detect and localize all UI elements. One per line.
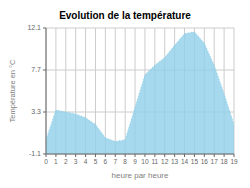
svg-text:12: 12: [161, 158, 169, 165]
svg-text:6: 6: [104, 158, 108, 165]
svg-text:heure par heure: heure par heure: [112, 171, 169, 180]
svg-text:16: 16: [201, 158, 209, 165]
svg-text:7.7: 7.7: [31, 66, 41, 73]
svg-text:18: 18: [220, 158, 228, 165]
svg-text:13: 13: [171, 158, 179, 165]
svg-text:1: 1: [54, 158, 58, 165]
svg-text:-1.1: -1.1: [29, 150, 41, 157]
svg-text:17: 17: [211, 158, 219, 165]
svg-text:19: 19: [230, 158, 238, 165]
svg-text:15: 15: [191, 158, 199, 165]
svg-text:10: 10: [141, 158, 149, 165]
svg-text:Température en °C: Température en °C: [8, 59, 17, 123]
svg-text:7: 7: [113, 158, 117, 165]
svg-text:5: 5: [94, 158, 98, 165]
svg-text:3: 3: [74, 158, 78, 165]
svg-text:4: 4: [84, 158, 88, 165]
svg-text:9: 9: [133, 158, 137, 165]
svg-text:2: 2: [64, 158, 68, 165]
html-text:Evolution de la température: Evolution de la température: [59, 10, 191, 21]
svg-text:12.1: 12.1: [27, 24, 41, 31]
svg-text:14: 14: [181, 158, 189, 165]
svg-text:11: 11: [151, 158, 158, 165]
svg-text:8: 8: [123, 158, 127, 165]
svg-text:0: 0: [44, 158, 48, 165]
svg-text:3.3: 3.3: [31, 108, 41, 115]
